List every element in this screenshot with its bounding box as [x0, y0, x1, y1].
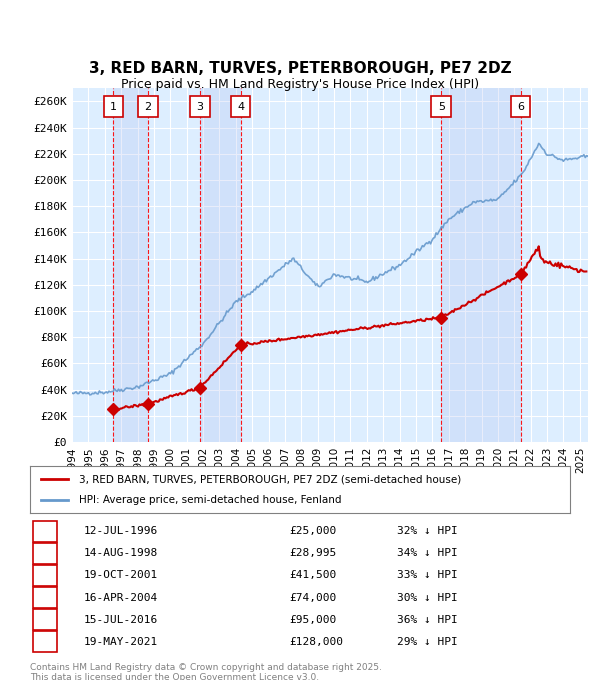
Text: 6: 6: [517, 102, 524, 112]
Text: £41,500: £41,500: [289, 571, 337, 581]
Text: 1: 1: [110, 102, 117, 112]
Text: £28,995: £28,995: [289, 548, 337, 558]
FancyBboxPatch shape: [33, 609, 57, 630]
Text: 36% ↓ HPI: 36% ↓ HPI: [397, 615, 458, 625]
Text: 3, RED BARN, TURVES, PETERBOROUGH, PE7 2DZ (semi-detached house): 3, RED BARN, TURVES, PETERBOROUGH, PE7 2…: [79, 474, 461, 484]
Text: 3: 3: [41, 571, 48, 581]
Text: 19-MAY-2021: 19-MAY-2021: [84, 636, 158, 647]
Text: Contains HM Land Registry data © Crown copyright and database right 2025.
This d: Contains HM Land Registry data © Crown c…: [30, 663, 382, 680]
FancyBboxPatch shape: [33, 543, 57, 564]
Text: £128,000: £128,000: [289, 636, 343, 647]
Text: 29% ↓ HPI: 29% ↓ HPI: [397, 636, 458, 647]
Text: Price paid vs. HM Land Registry's House Price Index (HPI): Price paid vs. HM Land Registry's House …: [121, 78, 479, 91]
Text: 2: 2: [41, 548, 48, 558]
FancyBboxPatch shape: [33, 587, 57, 608]
Bar: [113, 88, 148, 442]
Text: 15-JUL-2016: 15-JUL-2016: [84, 615, 158, 625]
Text: 2: 2: [144, 102, 151, 112]
Text: 5: 5: [438, 102, 445, 112]
FancyBboxPatch shape: [231, 97, 250, 117]
Text: £95,000: £95,000: [289, 615, 337, 625]
FancyBboxPatch shape: [104, 97, 123, 117]
Text: 16-APR-2004: 16-APR-2004: [84, 592, 158, 602]
Text: HPI: Average price, semi-detached house, Fenland: HPI: Average price, semi-detached house,…: [79, 495, 341, 505]
Text: £74,000: £74,000: [289, 592, 337, 602]
Text: 4: 4: [237, 102, 244, 112]
FancyBboxPatch shape: [511, 97, 530, 117]
Bar: [200, 88, 241, 442]
FancyBboxPatch shape: [431, 97, 451, 117]
Text: 5: 5: [41, 615, 48, 625]
Text: 34% ↓ HPI: 34% ↓ HPI: [397, 548, 458, 558]
Text: 14-AUG-1998: 14-AUG-1998: [84, 548, 158, 558]
Bar: [441, 88, 521, 442]
Text: 33% ↓ HPI: 33% ↓ HPI: [397, 571, 458, 581]
Text: 3: 3: [196, 102, 203, 112]
Text: 3, RED BARN, TURVES, PETERBOROUGH, PE7 2DZ: 3, RED BARN, TURVES, PETERBOROUGH, PE7 2…: [89, 61, 511, 76]
FancyBboxPatch shape: [190, 97, 209, 117]
Text: 6: 6: [41, 636, 48, 647]
Text: 12-JUL-1996: 12-JUL-1996: [84, 526, 158, 537]
Text: 32% ↓ HPI: 32% ↓ HPI: [397, 526, 458, 537]
FancyBboxPatch shape: [138, 97, 158, 117]
Text: 19-OCT-2001: 19-OCT-2001: [84, 571, 158, 581]
Text: £25,000: £25,000: [289, 526, 337, 537]
FancyBboxPatch shape: [33, 521, 57, 542]
Text: 30% ↓ HPI: 30% ↓ HPI: [397, 592, 458, 602]
Text: 4: 4: [41, 592, 48, 602]
Text: 1: 1: [41, 526, 48, 537]
FancyBboxPatch shape: [33, 631, 57, 652]
FancyBboxPatch shape: [33, 565, 57, 586]
